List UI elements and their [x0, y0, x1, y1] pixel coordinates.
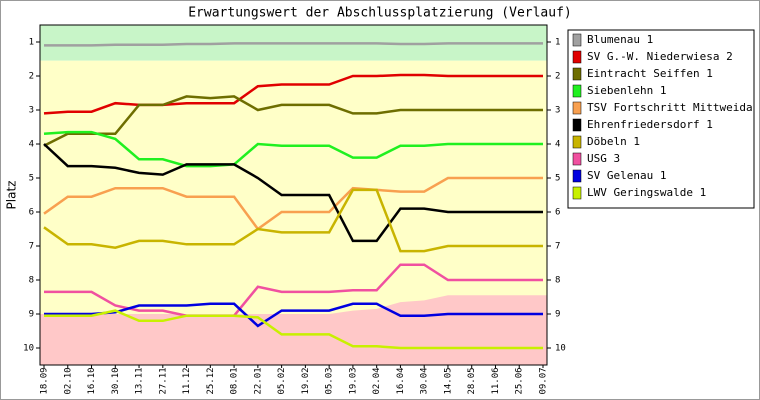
series-line [44, 42, 543, 47]
x-tick-label: 08.01 [230, 367, 240, 394]
legend-swatch [572, 50, 582, 64]
legend-swatch [572, 169, 582, 183]
series-line [43, 143, 543, 243]
x-tick-label: 05.03 [325, 367, 335, 394]
legend-label: SV G.-W. Niederwiesa 2 [587, 50, 733, 63]
x-tick-label: 27.11 [158, 367, 168, 394]
y-tick-label: 10 [23, 344, 34, 354]
x-tick-label: 18.09 [40, 367, 50, 394]
x-tick-label: 30.10 [111, 367, 121, 394]
legend-swatch [572, 84, 582, 98]
legend-label: TSV Fortschritt Mittweida 1 [587, 101, 760, 114]
legend-label: Eintracht Seiffen 1 [587, 67, 713, 80]
x-tick-label: 11.12 [182, 367, 192, 394]
y-tick-label: 1 [29, 38, 34, 48]
legend-label: Blumenau 1 [587, 33, 653, 46]
series-line [43, 176, 543, 231]
y-tick-label-right: 1 [555, 38, 560, 48]
x-tick-label: 16.04 [396, 367, 406, 394]
x-tick-label: 02.04 [372, 367, 382, 394]
y-tick-label-right: 8 [555, 276, 560, 286]
legend-swatch [572, 67, 582, 81]
x-tick-label: 05.02 [277, 367, 287, 394]
legend-label: USG 3 [587, 152, 620, 165]
x-tick-label: 25.12 [206, 367, 216, 394]
y-tick-label: 4 [29, 140, 34, 150]
series-line [44, 309, 543, 350]
y-tick-label: 2 [29, 72, 34, 82]
legend-label: Döbeln 1 [587, 135, 640, 148]
y-axis-label: Platz [5, 181, 19, 210]
y-tick-label-right: 9 [555, 310, 560, 320]
legend-swatch [572, 152, 582, 166]
legend-label: SV Gelenau 1 [587, 169, 666, 182]
x-tick-label: 25.06 [515, 367, 525, 394]
y-tick-label: 8 [29, 276, 34, 286]
x-tick-label: 09.07 [539, 367, 549, 394]
legend-swatch [572, 135, 582, 149]
legend-swatch [572, 33, 582, 47]
series-line [43, 130, 543, 168]
series-line [43, 188, 543, 253]
x-tick-label: 22.01 [253, 367, 263, 394]
y-tick-label-right: 4 [555, 140, 560, 150]
x-tick-label: 14.05 [443, 367, 453, 394]
x-tick-label: 19.03 [348, 367, 358, 394]
y-tick-label: 3 [29, 106, 34, 116]
y-tick-label: 5 [29, 174, 34, 184]
x-tick-label: 30.04 [420, 367, 430, 394]
x-tick-label: 13.11 [135, 367, 145, 394]
legend-swatch [572, 186, 582, 200]
y-tick-label: 9 [29, 310, 34, 320]
legend-swatch [572, 118, 582, 132]
x-tick-label: 16.10 [87, 367, 97, 394]
x-tick-label: 28.05 [467, 367, 477, 394]
x-tick-label: 19.02 [301, 367, 311, 394]
y-tick-label-right: 3 [555, 106, 560, 116]
x-tick-label: 11.06 [491, 367, 501, 394]
y-tick-label-right: 5 [555, 174, 560, 184]
series-line [43, 73, 543, 115]
legend-label: Siebenlehn 1 [587, 84, 666, 97]
legend-box [567, 29, 755, 209]
y-tick-label-right: 2 [555, 72, 560, 82]
x-tick-label: 02.10 [63, 367, 73, 394]
plot-frame [39, 24, 548, 366]
series-line [43, 95, 543, 147]
y-tick-label-right: 7 [555, 242, 560, 252]
legend-label: LWV Geringswalde 1 [587, 186, 706, 199]
chart-title: Erwartungswert der Abschlussplatzierung … [188, 6, 572, 21]
y-tick-label: 6 [29, 208, 34, 218]
legend-swatch [572, 101, 582, 115]
y-tick-label-right: 6 [555, 208, 560, 218]
series-line [44, 302, 543, 328]
y-tick-label-right: 10 [555, 344, 566, 354]
y-tick-label: 7 [29, 242, 34, 252]
legend-label: Ehrenfriedersdorf 1 [587, 118, 713, 131]
